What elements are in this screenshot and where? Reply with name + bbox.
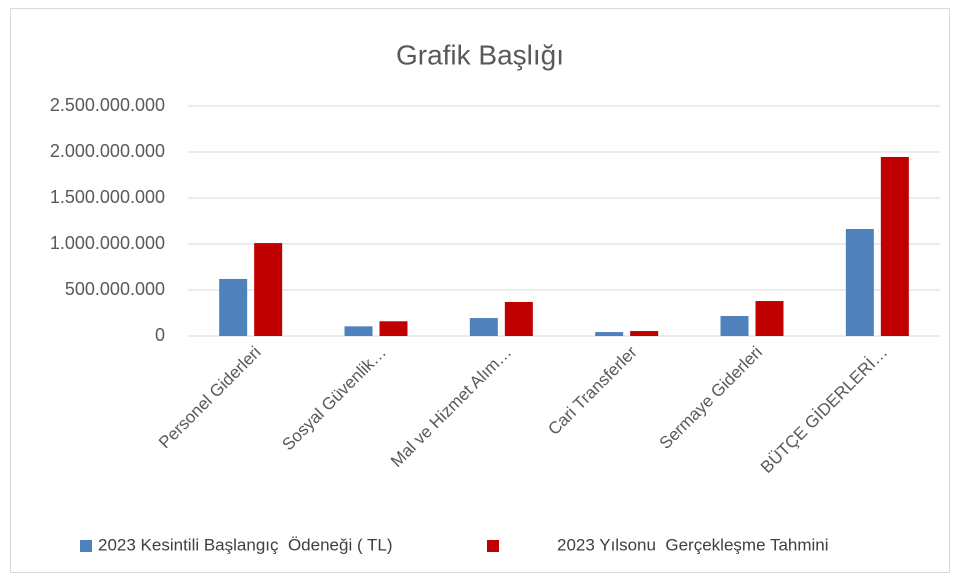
y-tick-label: 1.500.000.000: [50, 187, 165, 207]
bar: [630, 331, 659, 336]
chart-title: Grafik Başlığı: [396, 39, 564, 70]
y-tick-label: 1.000.000.000: [50, 233, 165, 253]
bar: [845, 229, 874, 336]
y-tick-label: 2.500.000.000: [50, 95, 165, 115]
y-tick-label: 0: [155, 325, 165, 345]
bar: [344, 326, 373, 336]
legend-label: 2023 Yılsonu Gerçekleşme Tahmini: [557, 535, 829, 554]
bar: [469, 318, 498, 336]
bar: [254, 243, 283, 336]
legend-swatch: [80, 540, 92, 552]
legend-label: 2023 Kesintili Başlangıç Ödeneği ( TL): [98, 535, 393, 554]
y-tick-label: 2.000.000.000: [50, 141, 165, 161]
bar: [720, 316, 749, 336]
bar: [755, 301, 784, 336]
bar: [379, 321, 408, 336]
bar: [595, 332, 624, 336]
y-tick-label: 500.000.000: [65, 279, 165, 299]
legend-swatch: [487, 540, 499, 552]
bar: [880, 156, 909, 336]
bar: [504, 301, 533, 336]
bar: [219, 278, 248, 336]
